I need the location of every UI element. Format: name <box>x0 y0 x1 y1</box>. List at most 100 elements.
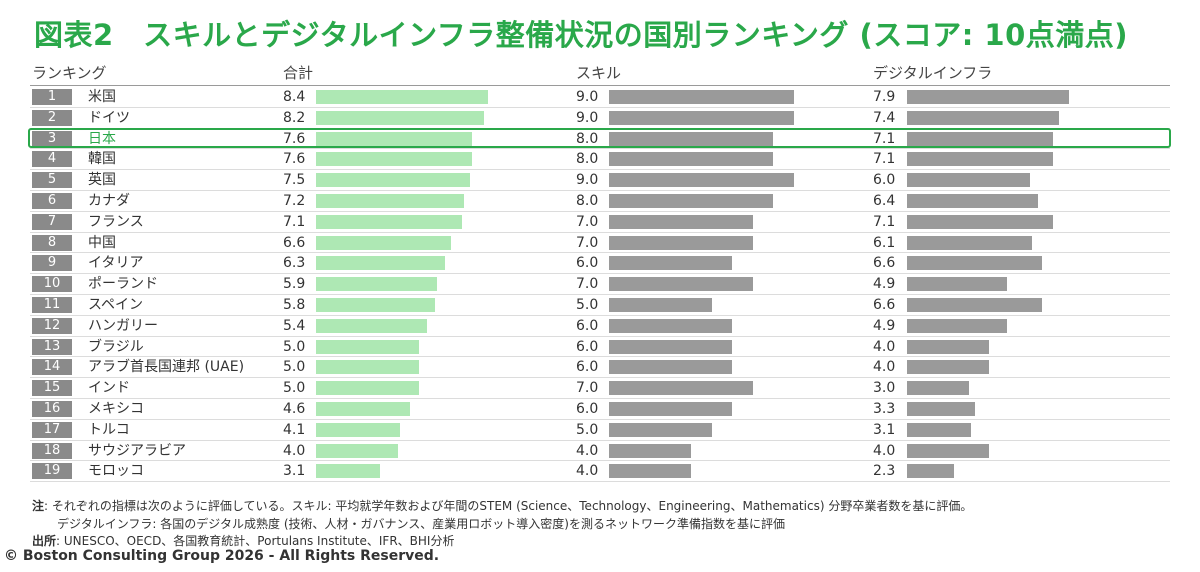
skill-bar <box>609 422 712 437</box>
digital-bar <box>907 235 1033 250</box>
digital-value-label: 4.9 <box>873 276 896 293</box>
note-line-2: デジタルインフラ: 各国のデジタル成熟度 (技術、人材・ガバナンス、産業用ロボッ… <box>57 517 785 531</box>
digital-bar <box>907 110 1059 125</box>
country-label: ブラジル <box>88 338 144 355</box>
table-row: 10 ポーランド 5.9 7.0 4.9 <box>0 274 1200 295</box>
total-value-label: 3.1 <box>283 463 306 480</box>
skill-bar <box>609 277 753 292</box>
country-label: ドイツ <box>88 109 130 126</box>
table-row: 12 ハンガリー 5.4 6.0 4.9 <box>0 316 1200 337</box>
skill-value-label: 8.0 <box>576 151 599 168</box>
total-bar <box>316 422 401 437</box>
skill-value-label: 6.0 <box>576 401 599 417</box>
digital-bar <box>907 277 1008 292</box>
skill-value-label: 7.0 <box>576 234 599 251</box>
table-row: 15 インド 5.0 7.0 3.0 <box>0 378 1200 399</box>
total-value-label: 4.1 <box>283 421 306 438</box>
total-bar <box>316 277 437 292</box>
country-label: アラブ首長国連邦 (UAE) <box>88 359 245 376</box>
digital-bar <box>907 90 1069 104</box>
total-bar <box>316 318 427 333</box>
digital-value-label: 6.6 <box>873 297 896 313</box>
skill-value-label: 9.0 <box>576 109 599 126</box>
skill-value-label: 9.0 <box>576 89 599 105</box>
total-bar <box>316 381 419 396</box>
country-label: ハンガリー <box>88 317 158 334</box>
digital-value-label: 7.1 <box>873 151 896 168</box>
source-label: 出所 <box>32 534 57 548</box>
skill-value-label: 6.0 <box>576 317 599 334</box>
total-bar <box>316 131 472 146</box>
total-value-label: 5.0 <box>283 338 306 355</box>
country-label: トルコ <box>88 421 130 438</box>
note-label: 注 <box>32 499 45 513</box>
table-row: 3 日本 7.6 8.0 7.1 <box>0 129 1200 150</box>
table-row: 16 メキシコ 4.6 6.0 3.3 <box>0 399 1200 420</box>
table-row: 11 スペイン 5.8 5.0 6.6 <box>0 295 1200 316</box>
copyright: © Boston Consulting Group 2026 - All Rig… <box>4 548 440 564</box>
rank-badge: 19 <box>32 463 72 480</box>
table-row: 2 ドイツ 8.2 9.0 7.4 <box>0 108 1200 129</box>
digital-value-label: 2.3 <box>873 463 896 480</box>
skill-bar <box>609 214 753 229</box>
rank-badge: 7 <box>32 213 72 230</box>
header-rank: ランキング <box>32 64 107 82</box>
total-bar <box>316 152 472 167</box>
rank-badge: 10 <box>32 276 72 293</box>
country-label: 日本 <box>88 130 116 147</box>
digital-value-label: 7.4 <box>873 109 896 126</box>
rank-badge: 12 <box>32 317 72 334</box>
header-total: 合計 <box>283 64 314 82</box>
total-value-label: 5.4 <box>283 317 306 334</box>
rank-badge: 4 <box>32 151 72 168</box>
digital-value-label: 4.0 <box>873 442 896 459</box>
rank-badge: 11 <box>32 297 72 313</box>
header-digital: デジタルインフラ <box>873 64 993 82</box>
digital-bar <box>907 256 1043 271</box>
rank-badge: 3 <box>32 130 72 147</box>
digital-value-label: 6.4 <box>873 193 896 209</box>
chart-title: 図表2 スキルとデジタルインフラ整備状況の国別ランキング (スコア: 10点満点… <box>34 18 1129 52</box>
header-skill: スキル <box>576 64 622 82</box>
total-bar <box>316 90 489 104</box>
total-value-label: 5.0 <box>283 380 306 397</box>
skill-value-label: 8.0 <box>576 193 599 209</box>
digital-bar <box>907 443 989 458</box>
digital-bar <box>907 214 1053 229</box>
skill-bar <box>609 381 753 396</box>
digital-bar <box>907 464 955 479</box>
skill-bar <box>609 110 794 125</box>
digital-value-label: 3.0 <box>873 380 896 397</box>
digital-value-label: 6.6 <box>873 255 896 272</box>
total-bar <box>316 339 419 354</box>
table-row: 18 サウジアラビア 4.0 4.0 4.0 <box>0 441 1200 462</box>
country-label: フランス <box>88 213 144 230</box>
skill-bar <box>609 152 773 167</box>
total-bar <box>316 214 462 229</box>
highlight-row-frame <box>28 128 1171 148</box>
digital-bar <box>907 194 1039 208</box>
skill-bar <box>609 464 691 479</box>
total-bar <box>316 443 398 458</box>
rank-badge: 16 <box>32 401 72 417</box>
total-value-label: 4.6 <box>283 401 306 417</box>
total-value-label: 7.6 <box>283 151 306 168</box>
country-label: サウジアラビア <box>88 442 186 459</box>
skill-bar <box>609 173 794 188</box>
table-row: 1 米国 8.4 9.0 7.9 <box>0 87 1200 108</box>
country-label: インド <box>88 380 130 397</box>
source-text: : UNESCO、OECD、各国教育統計、Portulans Institute… <box>56 534 455 548</box>
digital-bar <box>907 318 1008 333</box>
rank-badge: 8 <box>32 234 72 251</box>
total-value-label: 7.2 <box>283 193 306 209</box>
skill-value-label: 9.0 <box>576 172 599 189</box>
note-line-1: 注: それぞれの指標は次のように評価している。スキル: 平均就学年数および年間の… <box>32 497 972 514</box>
skill-bar <box>609 339 732 354</box>
skill-value-label: 6.0 <box>576 359 599 376</box>
total-bar <box>316 110 485 125</box>
country-label: 中国 <box>88 234 116 251</box>
country-label: メキシコ <box>88 401 144 417</box>
skill-value-label: 5.0 <box>576 297 599 313</box>
total-value-label: 5.0 <box>283 359 306 376</box>
country-label: カナダ <box>88 193 130 209</box>
